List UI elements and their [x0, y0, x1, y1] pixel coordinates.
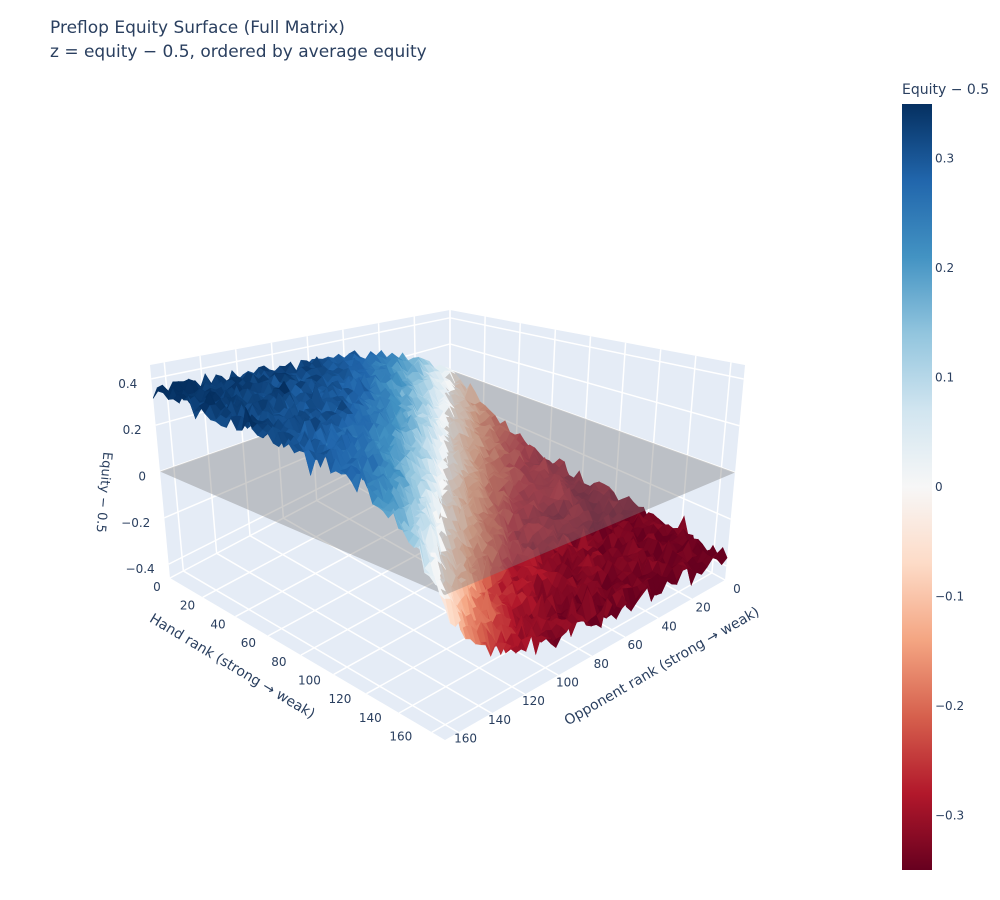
y-tick-label: 100 [556, 676, 579, 690]
y-tick-label: 160 [454, 732, 477, 746]
colorbar-title: Equity − 0.5 [902, 82, 989, 98]
grid-line [449, 343, 740, 427]
x-tick-label: 100 [298, 674, 321, 688]
colorbar-ticks: 0.3 0.2 0.1 0 −0.1 −0.2 −0.3 [935, 152, 964, 823]
x-tick-label: 20 [180, 599, 195, 613]
x-tick-label: 160 [389, 730, 412, 744]
z-tick-label: 0 [138, 470, 146, 484]
colorbar [902, 104, 932, 870]
x-tick-label: 40 [210, 617, 225, 631]
colorbar-tick-label: 0.3 [935, 152, 954, 166]
grid-line [449, 317, 744, 380]
y-tick-label: 140 [488, 713, 511, 727]
chart-subtitle: z = equity − 0.5, ordered by average equ… [50, 42, 427, 62]
colorbar-tick-label: 0 [935, 480, 943, 494]
colorbar-tick-label: −0.2 [935, 699, 964, 713]
z-tick-label: 0.2 [123, 423, 142, 437]
grid-line [249, 535, 526, 695]
x-tick-label: 60 [241, 636, 256, 650]
x-tick-label: 0 [153, 580, 161, 594]
y-tick-label: 80 [594, 657, 609, 671]
grid-line [182, 570, 459, 734]
colorbar-tick-label: 0.1 [935, 371, 954, 385]
x-tick-label: 80 [271, 655, 286, 669]
x-tick-label: 140 [359, 711, 382, 725]
z-axis-title: Equity − 0.5 [92, 451, 114, 533]
grid-line [151, 317, 451, 380]
y-tick-label: 0 [733, 582, 741, 596]
x-tick-label: 120 [328, 692, 351, 706]
grid-line [449, 395, 731, 520]
y-tick-label: 20 [695, 601, 710, 615]
colorbar-tick-label: −0.1 [935, 589, 964, 603]
z-tick-label: −0.2 [121, 516, 150, 530]
3d-scene[interactable] [150, 310, 745, 740]
y-tick-label: 40 [661, 619, 676, 633]
z-tick-label: −0.4 [126, 562, 155, 576]
grid-line [216, 552, 493, 714]
chart-title: Preflop Equity Surface (Full Matrix) [50, 18, 345, 38]
colorbar-tick-label: 0.2 [935, 261, 954, 275]
y-tick-label: 60 [628, 638, 643, 652]
y-tick-label: 120 [522, 694, 545, 708]
grid-line [449, 369, 736, 474]
colorbar-tick-label: −0.3 [935, 808, 964, 822]
z-tick-label: 0.4 [118, 377, 137, 391]
right-wall [450, 310, 745, 580]
